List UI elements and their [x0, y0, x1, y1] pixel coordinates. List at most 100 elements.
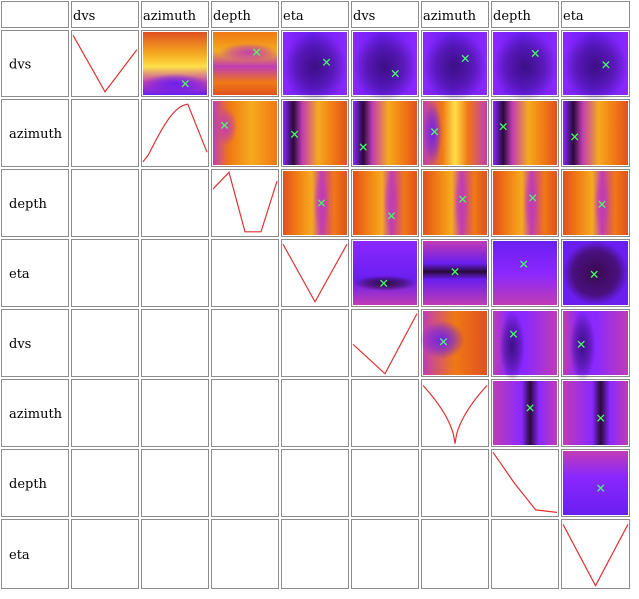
profile-line [492, 451, 558, 513]
heatmap-shade [383, 171, 400, 235]
heatmap-cell [493, 241, 557, 305]
minimum-marker [602, 61, 610, 69]
grid-cell [1, 449, 69, 517]
row-label: depth [9, 477, 48, 492]
grid-cell [281, 379, 349, 447]
minimum-marker [499, 122, 507, 131]
heatmap-shade [219, 43, 277, 61]
grid-cell [351, 519, 419, 589]
column-label: depth [213, 9, 252, 24]
grid-cell [421, 519, 489, 589]
heatmap-shade [523, 171, 540, 235]
grid-cell [491, 1, 559, 28]
minimum-marker [181, 80, 189, 88]
minimum-marker [526, 404, 534, 412]
heatmap-cell [423, 241, 487, 305]
heatmap-cell [563, 381, 628, 445]
minimum-marker [509, 330, 518, 338]
heatmap-cell [213, 32, 277, 95]
minimum-marker [439, 338, 448, 346]
grid-cell [71, 519, 139, 589]
grid-cell [561, 169, 630, 237]
column-label: depth [493, 9, 532, 24]
profile-line [562, 524, 629, 587]
heatmap-cell [563, 451, 628, 515]
grid-cell [71, 449, 139, 517]
minimum-marker [598, 200, 606, 208]
grid-cell [1, 239, 69, 307]
grid-cell [141, 239, 209, 307]
grid-cell [351, 379, 419, 447]
grid-cell [71, 99, 139, 167]
minimum-marker [459, 195, 467, 203]
grid-cell [1, 379, 69, 447]
heatmap-shade [493, 32, 557, 102]
grid-cell [281, 1, 349, 28]
grid-cell [491, 449, 559, 517]
grid-cell [211, 169, 279, 237]
grid-cell [561, 239, 630, 307]
grid-cell [141, 99, 209, 167]
heatmap-cell [493, 101, 557, 165]
minimum-marker [220, 121, 229, 129]
profile-line [72, 34, 138, 93]
grid-cell [561, 449, 630, 517]
grid-cell [211, 1, 279, 28]
grid-cell [1, 1, 69, 28]
grid-cell [141, 519, 209, 589]
minimum-marker [571, 133, 579, 141]
profile-line [352, 313, 418, 375]
minimum-marker [597, 484, 605, 492]
row-label: eta [9, 267, 30, 282]
minimum-marker [317, 199, 326, 207]
column-label: azimuth [423, 9, 477, 24]
grid-cell [351, 239, 419, 307]
heatmap-shade [423, 32, 487, 102]
column-label: azimuth [143, 9, 197, 24]
grid-cell [281, 449, 349, 517]
grid-cell [71, 30, 139, 97]
heatmap-cell [493, 381, 557, 445]
minimum-marker [359, 143, 367, 151]
grid-cell [421, 449, 489, 517]
grid-cell [281, 239, 349, 307]
grid-cell [561, 1, 630, 28]
minimum-marker [391, 69, 399, 78]
row-label: azimuth [9, 127, 63, 142]
grid-cell [1, 169, 69, 237]
minimum-marker [590, 270, 598, 278]
grid-cell [71, 239, 139, 307]
heatmap-shade [499, 311, 525, 382]
grid-cell [351, 309, 419, 377]
grid-cell [71, 1, 139, 28]
profile-line [212, 171, 278, 233]
heatmap-shade [143, 73, 207, 94]
heatmap-shade [453, 171, 470, 235]
column-label: eta [283, 9, 304, 24]
grid-cell [281, 519, 349, 589]
row-label: depth [9, 197, 48, 212]
minimum-marker [531, 49, 539, 58]
heatmap-shade [283, 32, 347, 102]
grid-cell [211, 449, 279, 517]
heatmap-cell [563, 101, 628, 165]
heatmap-cell [353, 101, 417, 165]
row-label: dvs [9, 58, 31, 73]
profile-line [422, 385, 488, 444]
grid-cell [561, 379, 630, 447]
heatmap-shade [594, 171, 610, 235]
grid-cell [1, 99, 69, 167]
grid-cell [141, 1, 209, 28]
grid-cell [211, 239, 279, 307]
heatmap-shade [563, 32, 628, 102]
grid-cell [491, 519, 559, 589]
grid-cell [211, 309, 279, 377]
minimum-marker [461, 54, 469, 63]
grid-cell [421, 169, 489, 237]
grid-cell [141, 30, 209, 97]
column-label: dvs [73, 9, 95, 24]
profile-line [282, 243, 348, 304]
heatmap-shade [353, 32, 417, 102]
minimum-marker [380, 279, 388, 287]
